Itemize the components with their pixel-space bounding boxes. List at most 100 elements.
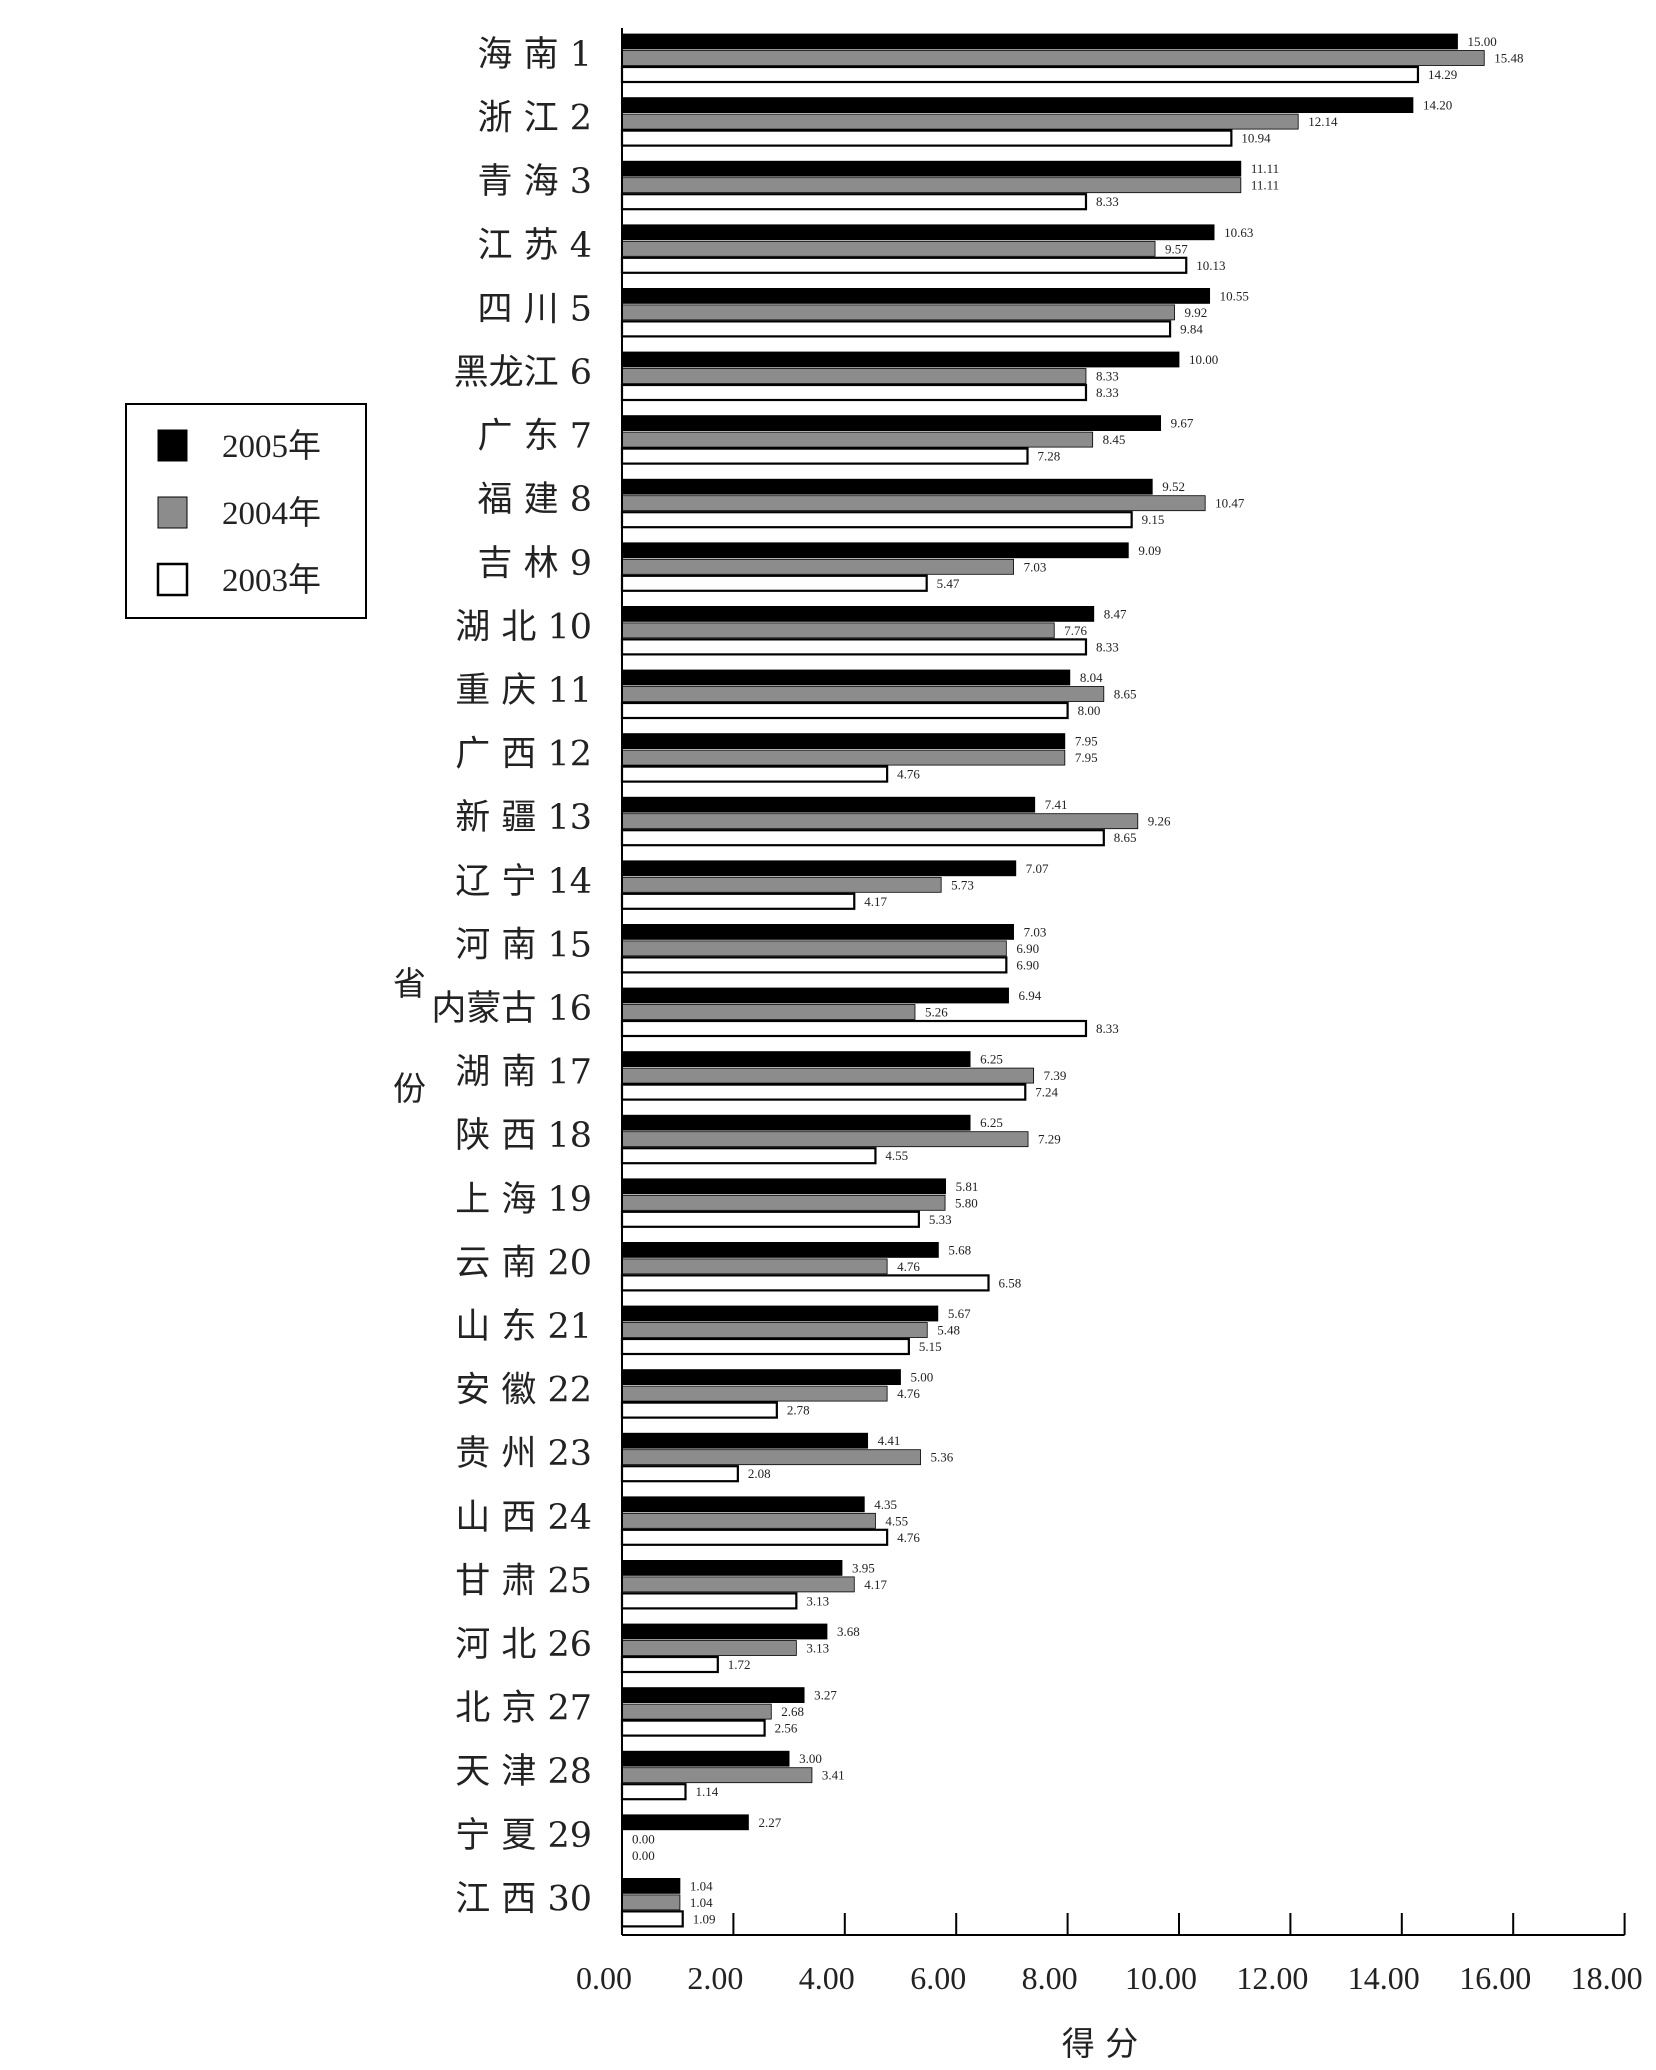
bar-y2005 (621, 1560, 843, 1576)
bar-y2003 (620, 511, 1133, 529)
data-label: 3.13 (806, 1641, 829, 1656)
bar-y2003 (620, 65, 1420, 84)
bar-y2004 (621, 240, 1156, 257)
bar-y2004 (621, 1004, 916, 1020)
data-label: 10.94 (1241, 131, 1271, 146)
data-label: 14.29 (1428, 67, 1457, 82)
bar-y2004 (621, 1067, 1035, 1084)
bar-y2003 (620, 574, 928, 592)
data-label: 7.95 (1075, 734, 1098, 749)
data-label: 7.28 (1037, 449, 1060, 464)
bar-y2005 (621, 1114, 971, 1131)
legend-entry: 2004年 (222, 495, 321, 532)
category-label: 河 北 26 (455, 1625, 592, 1665)
data-label: 5.47 (937, 576, 960, 591)
bar-y2004 (621, 304, 1175, 321)
bar-y2004 (621, 940, 1007, 957)
bar-y2004 (621, 1512, 876, 1529)
data-label: 0.00 (632, 1848, 655, 1863)
data-label: 2.78 (787, 1403, 810, 1418)
category-group: 辽 宁 14 7.07 5.73 4.17 (455, 860, 1049, 910)
category-label: 湖 北 10 (455, 607, 592, 647)
category-label: 重 庆 11 (455, 671, 592, 711)
bar-y2004 (621, 622, 1055, 639)
data-label: 5.67 (948, 1306, 971, 1321)
bar-y2005 (621, 160, 1242, 177)
x-tick-label: 12.00 (1236, 1960, 1308, 1996)
data-label: 9.67 (1171, 416, 1194, 431)
bar-y2003 (620, 1528, 889, 1546)
bar-y2004 (621, 686, 1105, 702)
bar-y2004 (621, 1894, 681, 1911)
bar-y2005 (621, 542, 1129, 559)
category-group: 四 川 5 10.55 9.929.84 (477, 287, 1249, 338)
category-group: 新 疆 13 7.41 9.26 8.65 (455, 796, 1171, 847)
category-label: 云 南 20 (455, 1243, 592, 1283)
data-label: 4.41 (878, 1433, 901, 1448)
data-label: 8.33 (1096, 1021, 1119, 1036)
category-group: 上 海 19 5.815.805.33 (455, 1178, 979, 1228)
data-label: 7.29 (1038, 1132, 1061, 1147)
data-label: 11.11 (1251, 178, 1279, 193)
data-label: 9.92 (1185, 305, 1208, 320)
category-group: 云 南 20 5.68 4.76 6.58 (455, 1242, 1021, 1292)
bar-y2005 (621, 796, 1036, 813)
data-label: 7.39 (1044, 1068, 1067, 1083)
category-group: 青 海 3 11.11 11.11 8.33 (477, 160, 1279, 211)
category-group: 黑龙江 6 10.00 8.338.33 (454, 351, 1218, 402)
bar-y2005 (621, 1305, 939, 1322)
category-label: 海 南 1 (477, 35, 592, 75)
category-label: 吉 林 9 (477, 544, 592, 584)
bar-y2004 (621, 1258, 888, 1275)
bar-y2003 (620, 256, 1188, 274)
category-label: 陕 西 18 (455, 1116, 592, 1156)
bar-y2005 (621, 1623, 828, 1640)
axes-group: 0.00 2.00 4.00 6.00 8.00 10.00 12.00 14.00 16.00… (576, 28, 1643, 1996)
category-group: 河 北 26 3.68 3.13 1.72 (455, 1623, 860, 1674)
bar-y2003 (620, 892, 856, 910)
category-group: 广 西 12 7.957.95 4.76 (455, 733, 1098, 783)
bar-y2004 (621, 1703, 772, 1720)
data-label: 7.41 (1045, 797, 1068, 812)
data-label: 2.27 (758, 1815, 781, 1830)
bar-y2004 (621, 1131, 1029, 1148)
data-label: 2.56 (775, 1721, 798, 1736)
bar-y2003 (620, 956, 1008, 974)
bar-y2003 (620, 765, 889, 783)
data-label: 6.25 (980, 1052, 1003, 1067)
bar-y2005 (621, 224, 1215, 241)
legend-swatch (156, 562, 189, 597)
data-label: 2.68 (781, 1704, 804, 1719)
data-label: 6.90 (1016, 941, 1039, 956)
data-label: 5.00 (911, 1370, 934, 1385)
x-tick-label: 0.00 (576, 1960, 632, 1996)
category-label: 内蒙古 16 (431, 989, 592, 1029)
data-label: 1.09 (693, 1911, 716, 1926)
category-label: 河 南 15 (455, 925, 592, 965)
data-label: 0.00 (632, 1831, 655, 1846)
bar-y2005 (621, 1178, 947, 1195)
bar-y2005 (621, 924, 1014, 940)
bars-group: 海 南 1 15.00 15.48 14.29 浙 江 2 14.20 12.14 10.94… (431, 33, 1523, 1928)
x-tick-label: 10.00 (1125, 1960, 1197, 1996)
legend: 2005年 2004年 2003年 (125, 403, 367, 619)
data-label: 9.26 (1148, 814, 1171, 829)
bar-y2003 (620, 193, 1088, 211)
data-label: 5.81 (956, 1179, 979, 1194)
bar-y2005 (621, 669, 1071, 686)
data-label: 5.80 (955, 1195, 978, 1210)
bar-y2005 (621, 1687, 805, 1703)
data-label: 3.00 (799, 1751, 822, 1766)
category-group: 宁 夏 29 2.27 0.00 0.00 (455, 1814, 782, 1863)
data-label: 11.11 (1251, 161, 1279, 176)
data-label: 4.76 (897, 1530, 920, 1545)
bar-y2004 (621, 495, 1206, 512)
bar-y2004 (621, 813, 1139, 830)
data-label: 6.94 (1019, 988, 1042, 1003)
category-label: 江 西 30 (455, 1879, 592, 1919)
category-label: 天 津 28 (455, 1752, 592, 1792)
data-label: 4.35 (874, 1497, 897, 1512)
bar-y2005 (621, 33, 1458, 50)
data-label: 4.17 (864, 1577, 887, 1592)
x-tick-label: 14.00 (1348, 1960, 1420, 1996)
